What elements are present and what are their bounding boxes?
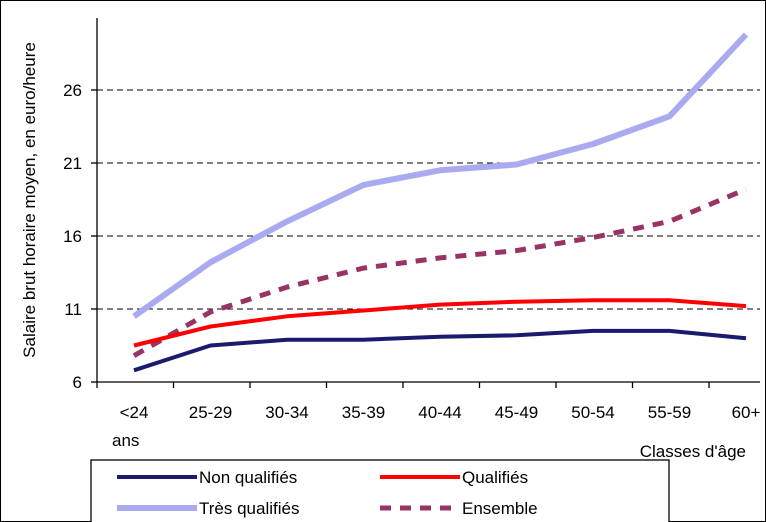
series-line-qualifies xyxy=(133,298,747,348)
x-tick-label-60: 60+ xyxy=(732,403,761,422)
y-axis-title: Salaire brut horaire moyen, en euro/heur… xyxy=(20,42,39,358)
legend-label-tres-qualifies: Très qualifiés xyxy=(199,499,299,518)
x-tick-label-50-54: 50-54 xyxy=(571,403,614,422)
axes xyxy=(96,18,760,383)
x-tick-label-35-39: 35-39 xyxy=(342,403,385,422)
series-lines xyxy=(132,32,749,373)
gridlines xyxy=(97,89,760,310)
series-line-ensemble xyxy=(132,186,747,358)
y-tick-label-26: 26 xyxy=(63,81,82,100)
x-tick-label-24-ans-line1: <24 xyxy=(120,403,149,422)
series-line-non-qualifies xyxy=(133,328,747,373)
legend: Non qualifiés Qualifiés Très qualifiés Ense… xyxy=(117,468,538,518)
y-ticks: 6 11 16 21 26 xyxy=(63,81,97,392)
x-tick-label-40-44: 40-44 xyxy=(418,403,461,422)
legend-label-non-qualifies: Non qualifiés xyxy=(199,468,297,487)
y-tick-label-21: 21 xyxy=(63,154,82,173)
legend-label-ensemble: Ensemble xyxy=(462,499,538,518)
x-ticks: <24 ans 25-29 30-34 35-39 40-44 45-49 50-54 55-5… xyxy=(96,382,761,450)
y-tick-label-6: 6 xyxy=(73,373,82,392)
x-tick-label-25-29: 25-29 xyxy=(189,403,232,422)
legend-box xyxy=(90,459,670,522)
y-tick-label-11: 11 xyxy=(64,300,82,319)
series-line-tres-qualifies xyxy=(132,32,749,319)
x-axis-title: Classes d'âge xyxy=(640,442,746,461)
legend-label-qualifies: Qualifiés xyxy=(462,468,528,487)
y-tick-label-16: 16 xyxy=(63,227,82,246)
x-tick-label-55-59: 55-59 xyxy=(648,403,691,422)
x-tick-label-24-ans-line2: ans xyxy=(112,431,139,450)
x-tick-label-30-34: 30-34 xyxy=(265,403,308,422)
x-tick-label-45-49: 45-49 xyxy=(495,403,538,422)
